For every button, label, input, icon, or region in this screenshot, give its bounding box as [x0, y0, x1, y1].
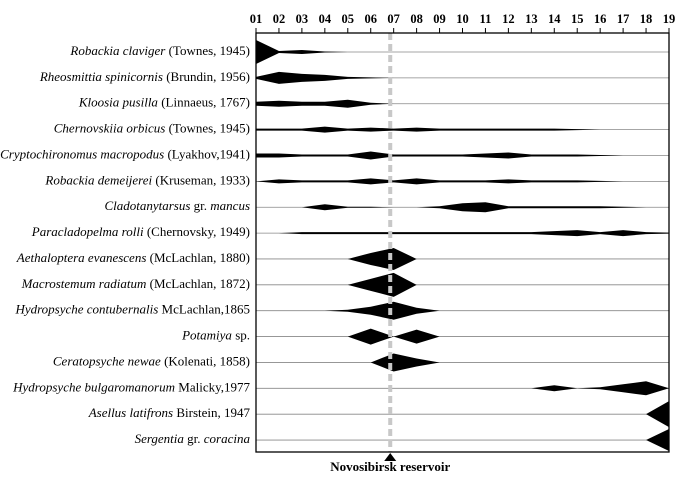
label-part: (McLachlan, 1872) [146, 276, 250, 291]
species-label: Robackia demeijerei (Kruseman, 1933) [44, 172, 250, 187]
kite [256, 178, 669, 185]
kite [256, 71, 669, 84]
x-tick-label: 02 [273, 12, 286, 26]
x-tick-label: 05 [342, 12, 355, 26]
species-label: Cladotanytarsus gr. mancus [104, 198, 250, 213]
x-tick-label: 12 [502, 12, 515, 26]
species-label: Macrostemum radiatum (McLachlan, 1872) [21, 276, 250, 291]
x-tick-label: 07 [387, 12, 400, 26]
label-part: Malicky,1977 [175, 379, 250, 394]
species-label: Chernovskiia orbicus (Townes, 1945) [54, 121, 250, 136]
species-label: Hydropsyche bulgaromanorum Malicky,1977 [12, 379, 250, 394]
x-tick-label: 14 [548, 12, 561, 26]
label-part: (Lyakhov,1941) [164, 146, 250, 161]
label-part: (Townes, 1945) [165, 121, 250, 136]
x-tick-label: 01 [250, 12, 263, 26]
x-tick-label: 16 [594, 12, 607, 26]
label-part: Cladotanytarsus [104, 198, 190, 213]
label-part: coracina [204, 431, 251, 446]
reservoir-label: Novosibirsk reservoir [330, 459, 450, 474]
label-part: McLachlan,1865 [158, 302, 250, 317]
kite [256, 328, 669, 345]
species-label: Hydropsyche contubernalis McLachlan,1865 [14, 302, 250, 317]
x-tick-label: 17 [617, 12, 630, 26]
species-label: Asellus latifrons Birstein, 1947 [88, 405, 251, 420]
x-tick-label: 10 [456, 12, 469, 26]
label-part: Chernovskiia orbicus [54, 121, 166, 136]
label-part: Cryptochironomus macropodus [0, 146, 164, 161]
label-part: (Linnaeus, 1767) [158, 95, 250, 110]
reservoir-marker [384, 453, 397, 461]
label-part: (Kruseman, 1933) [152, 172, 250, 187]
label-part: mancus [210, 198, 250, 213]
x-tick-label: 04 [319, 12, 332, 26]
species-label: Paracladopelma rolli (Chernovsky, 1949) [31, 224, 250, 239]
label-part: (Brundin, 1956) [163, 69, 250, 84]
label-part: Ceratopsyche newae [53, 353, 161, 368]
label-part: (Chernovsky, 1949) [144, 224, 250, 239]
label-part: (Townes, 1945) [165, 43, 250, 58]
x-tick-label: 13 [525, 12, 538, 26]
x-tick-label: 18 [640, 12, 653, 26]
x-tick-label: 08 [410, 12, 423, 26]
label-part: Birstein, 1947 [173, 405, 250, 420]
kite [256, 126, 669, 133]
label-part: Hydropsyche contubernalis [14, 302, 158, 317]
species-label: Sergentia gr. coracina [135, 431, 251, 446]
kite [256, 202, 669, 213]
label-part: Robackia claviger [69, 43, 166, 58]
label-part: Macrostemum radiatum [21, 276, 147, 291]
species-label: Kloosia pusilla (Linnaeus, 1767) [78, 95, 250, 110]
species-label: Cryptochironomus macropodus (Lyakhov,194… [0, 146, 250, 161]
x-tick-label: 15 [571, 12, 584, 26]
label-part: Asellus latifrons [88, 405, 173, 420]
x-tick-label: 09 [433, 12, 446, 26]
x-tick-label: 19 [663, 12, 676, 26]
label-part: Robackia demeijerei [44, 172, 152, 187]
kite [256, 151, 669, 160]
label-part: Rheosmittia spinicornis [39, 69, 163, 84]
species-label: Aethaloptera evanescens (McLachlan, 1880… [16, 250, 250, 265]
species-label: Potamiya sp. [181, 328, 250, 343]
x-tick-label: 06 [364, 12, 377, 26]
x-tick-label: 11 [480, 12, 492, 26]
kite [256, 40, 669, 64]
label-part: gr. [184, 431, 204, 446]
label-part: gr. [190, 198, 210, 213]
kite [256, 381, 669, 396]
label-part: Hydropsyche bulgaromanorum [12, 379, 175, 394]
kite [256, 230, 669, 237]
species-label: Ceratopsyche newae (Kolenati, 1858) [53, 353, 250, 368]
label-part: Aethaloptera evanescens [16, 250, 147, 265]
kite [256, 99, 669, 108]
label-part: Paracladopelma rolli [31, 224, 144, 239]
species-label: Rheosmittia spinicornis (Brundin, 1956) [39, 69, 250, 84]
x-tick-label: 03 [296, 12, 309, 26]
label-part: Sergentia [135, 431, 185, 446]
label-part: (Kolenati, 1858) [161, 353, 250, 368]
species-label: Robackia claviger (Townes, 1945) [69, 43, 250, 58]
label-part: (McLachlan, 1880) [146, 250, 250, 265]
label-part: sp. [232, 328, 250, 343]
label-part: Potamiya [181, 328, 232, 343]
label-part: Kloosia pusilla [78, 95, 159, 110]
kite [256, 301, 669, 320]
